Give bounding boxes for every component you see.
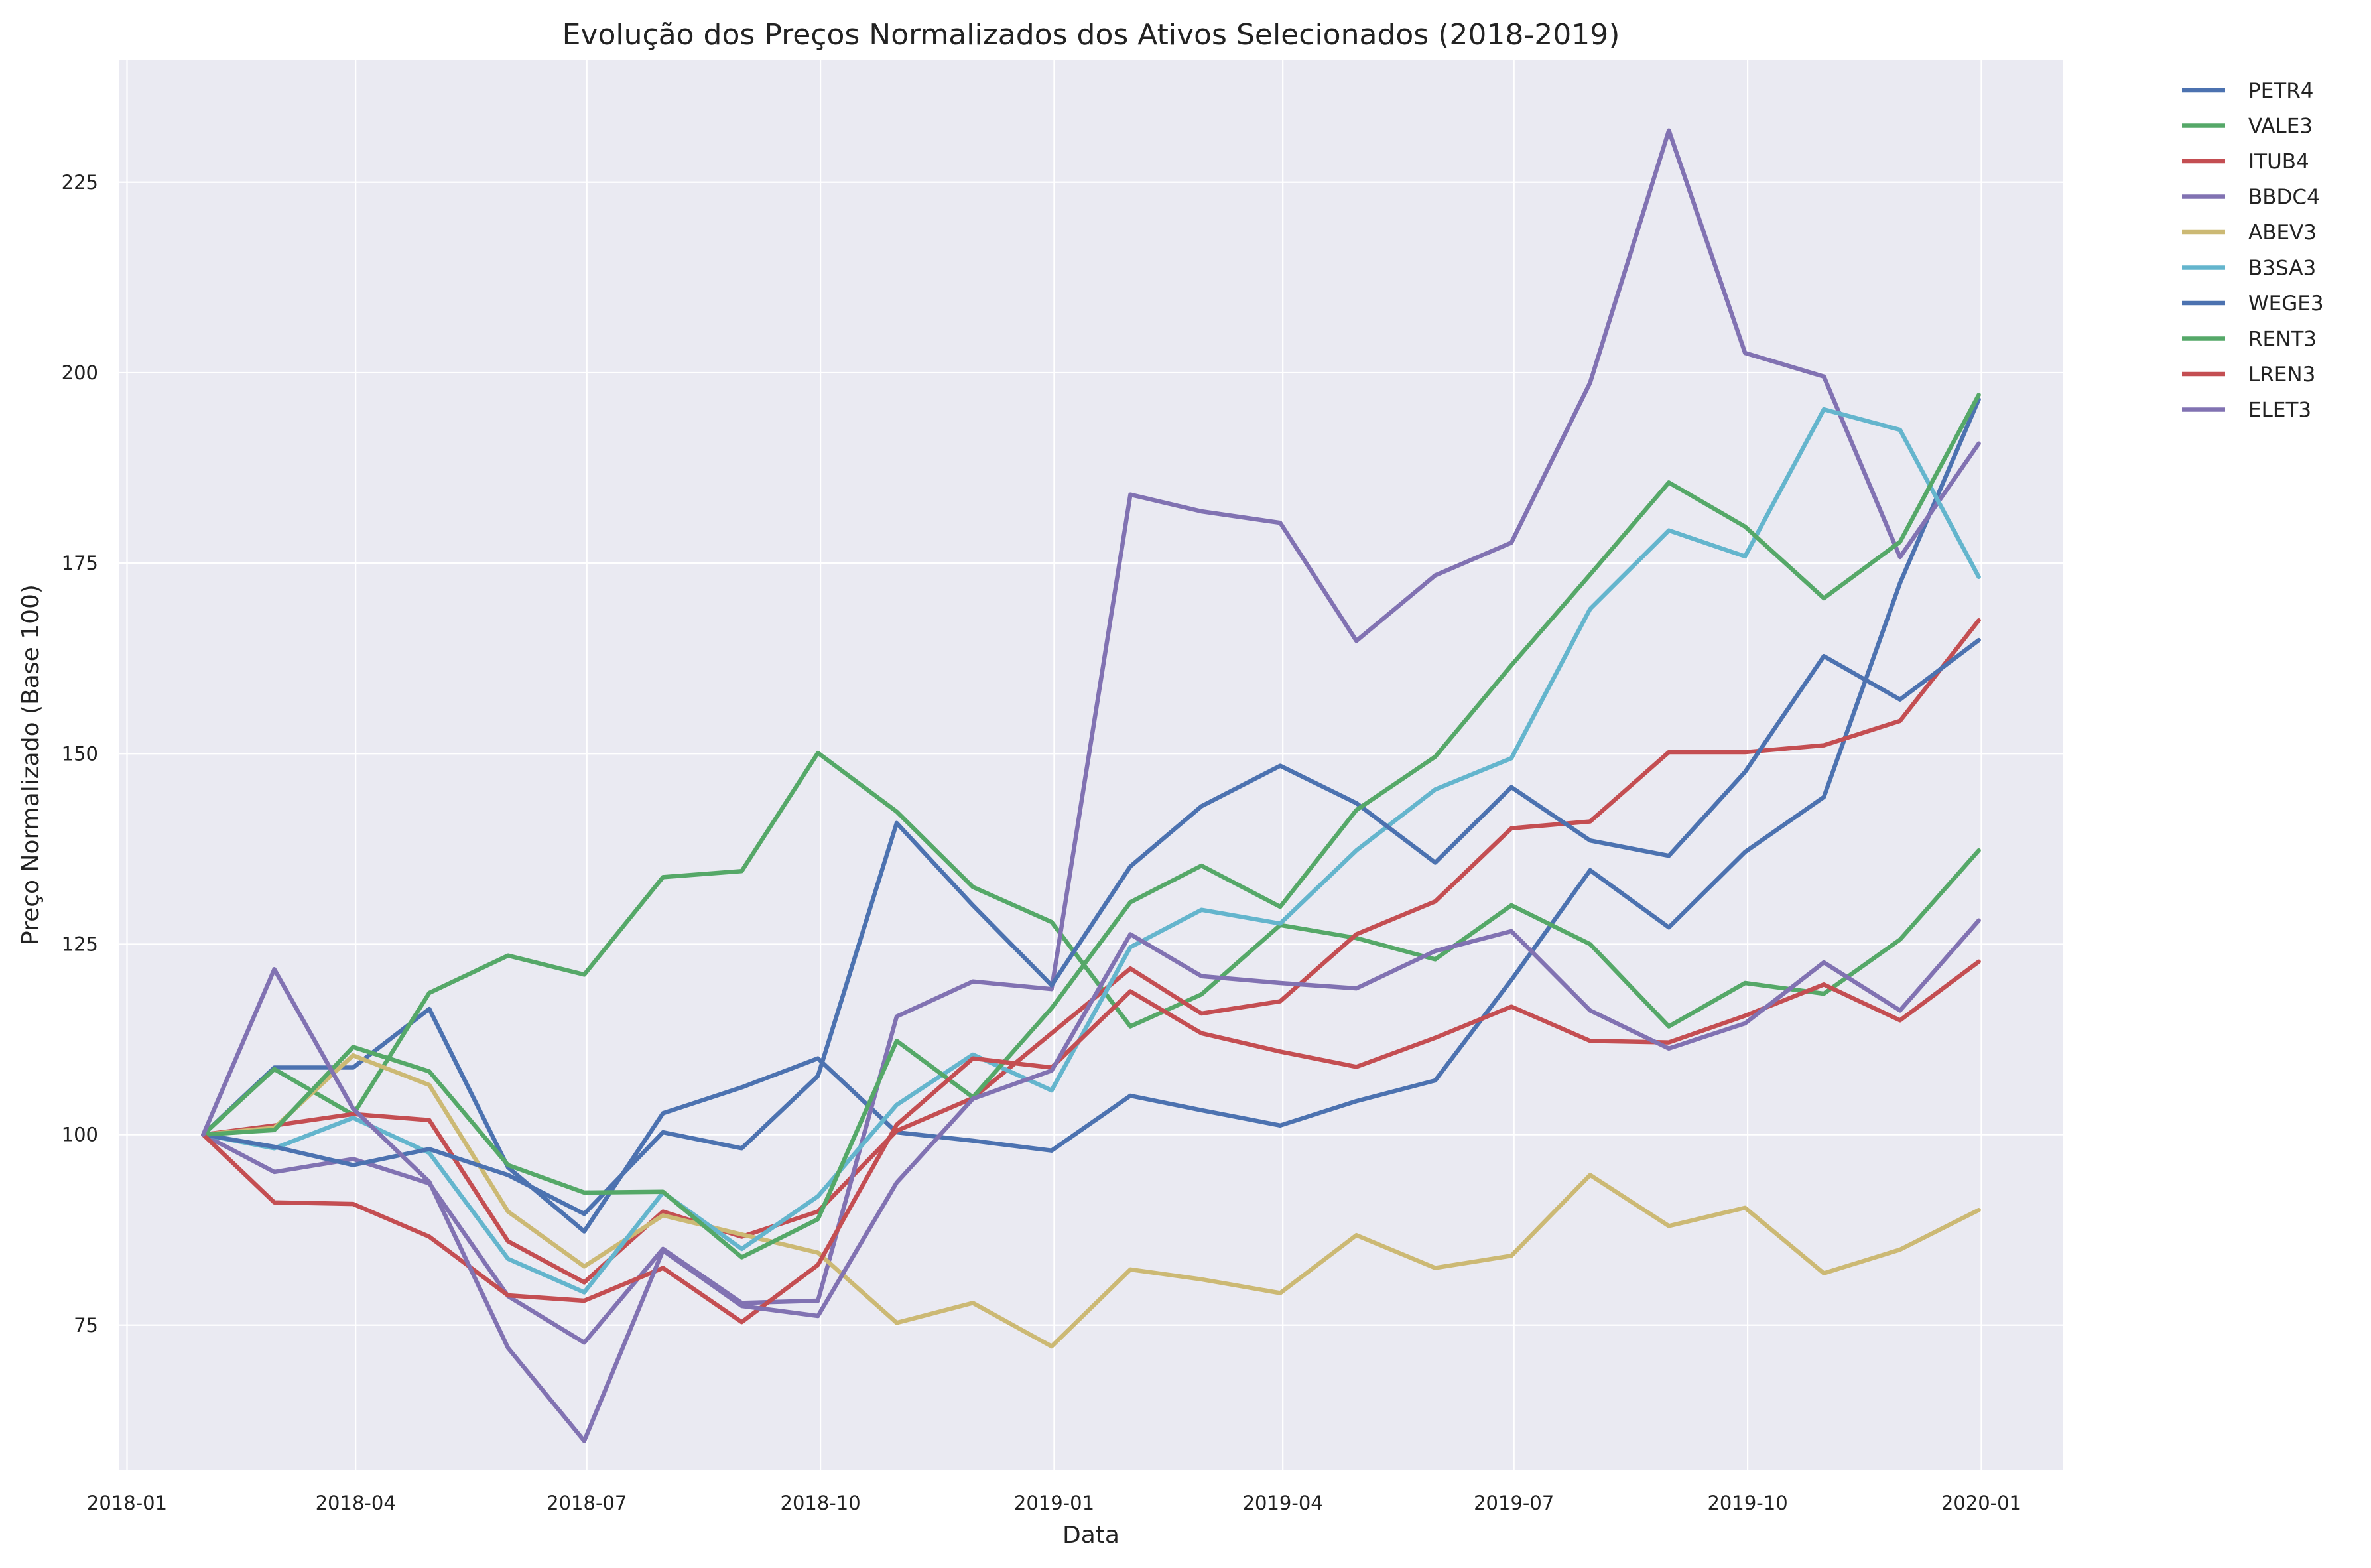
y-axis-title: Preço Normalizado (Base 100): [17, 584, 44, 945]
legend-label-wege3: WEGE3: [2248, 292, 2324, 316]
y-tick-label: 150: [62, 742, 98, 765]
y-tick-label: 225: [62, 171, 98, 194]
y-tick-label: 175: [62, 552, 98, 574]
series-line-petr4: [201, 397, 1981, 1234]
series-line-rent3: [201, 393, 1981, 1260]
legend-label-lren3: LREN3: [2248, 363, 2315, 387]
x-tick-label: 2018-01: [87, 1492, 167, 1514]
x-axis-title: Data: [1062, 1522, 1120, 1549]
legend-label-itub4: ITUB4: [2248, 150, 2309, 174]
x-tick-label: 2018-10: [781, 1492, 861, 1514]
x-tick-label: 2020-01: [1941, 1492, 2021, 1514]
series-line-elet3: [201, 918, 1981, 1443]
series-line-lren3: [201, 959, 1981, 1325]
y-tick-label: 200: [62, 361, 98, 384]
legend-label-elet3: ELET3: [2248, 399, 2311, 423]
series-line-bbdc4: [201, 128, 1981, 1345]
y-axis-ticks: 75 100 125 150 175 200 225: [62, 171, 98, 1337]
x-tick-label: 2019-04: [1243, 1492, 1323, 1514]
legend-label-rent3: RENT3: [2248, 328, 2317, 352]
legend-label-abev3: ABEV3: [2248, 221, 2317, 245]
series-line-abev3: [201, 1053, 1981, 1349]
x-tick-label: 2019-01: [1014, 1492, 1094, 1514]
chart-title: Evolução dos Preços Normalizados dos Ati…: [562, 18, 1620, 52]
x-tick-label: 2019-07: [1474, 1492, 1554, 1514]
legend-label-b3sa3: B3SA3: [2248, 257, 2316, 281]
y-tick-label: 75: [74, 1314, 98, 1337]
y-tick-label: 100: [62, 1124, 98, 1146]
legend-label-vale3: VALE3: [2248, 115, 2313, 139]
plot-background: [119, 60, 2063, 1470]
x-axis-ticks: 2018-01 2018-04 2018-07 2018-10 2019-01 2019-…: [87, 1492, 2021, 1514]
x-tick-label: 2019-10: [1707, 1492, 1787, 1514]
x-tick-label: 2018-07: [546, 1492, 627, 1514]
y-tick-label: 125: [62, 933, 98, 955]
series-line-wege3: [201, 637, 1981, 1216]
x-tick-label: 2018-04: [316, 1492, 396, 1514]
legend-label-petr4: PETR4: [2248, 79, 2313, 103]
series-line-b3sa3: [201, 407, 1981, 1295]
legend-label-bbdc4: BBDC4: [2248, 186, 2320, 210]
series-lines: [201, 128, 1981, 1443]
series-line-vale3: [201, 750, 1981, 1137]
legend: PETR4 VALE3 ITUB4 BBDC4 ABEV3 B3SA3 WEGE3 RENT3…: [2182, 79, 2324, 423]
